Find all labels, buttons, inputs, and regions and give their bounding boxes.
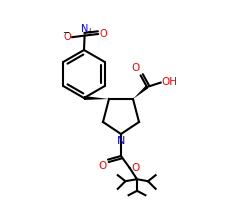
Text: N: N bbox=[117, 136, 125, 146]
Text: N: N bbox=[81, 24, 89, 34]
Text: O: O bbox=[132, 163, 140, 173]
Polygon shape bbox=[133, 86, 148, 99]
Text: O: O bbox=[99, 29, 107, 39]
Polygon shape bbox=[84, 96, 109, 100]
Text: O: O bbox=[64, 32, 71, 42]
Text: O: O bbox=[132, 63, 140, 73]
Text: OH: OH bbox=[161, 77, 177, 87]
Text: +: + bbox=[86, 27, 92, 36]
Text: −: − bbox=[62, 28, 69, 37]
Text: O: O bbox=[99, 161, 107, 171]
